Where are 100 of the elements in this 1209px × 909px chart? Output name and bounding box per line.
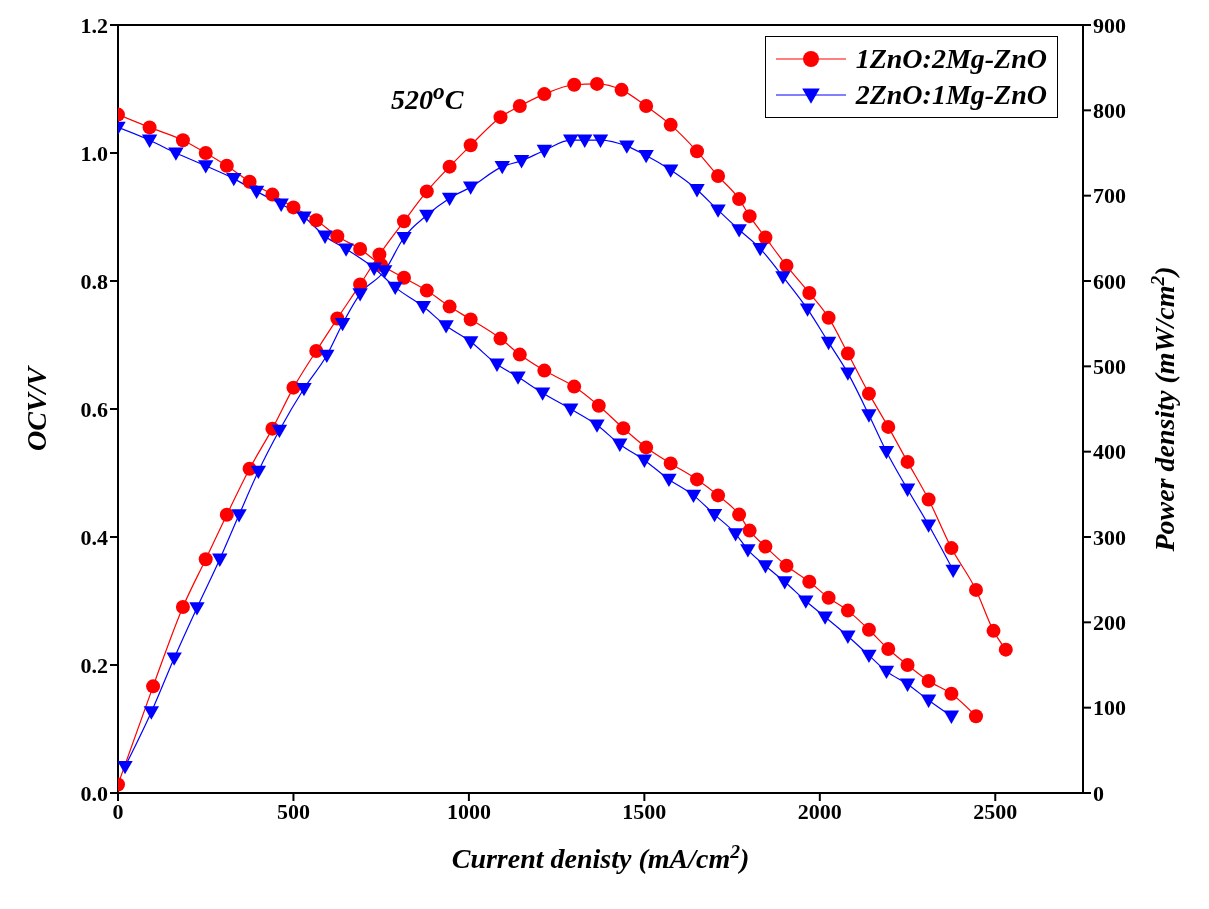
point bbox=[758, 230, 773, 245]
y2-tick-label: 500 bbox=[1093, 354, 1126, 380]
point bbox=[591, 398, 606, 413]
point bbox=[821, 590, 836, 605]
point bbox=[198, 160, 214, 174]
point bbox=[775, 271, 791, 285]
point bbox=[353, 242, 368, 256]
point bbox=[802, 574, 817, 589]
point bbox=[372, 247, 387, 262]
point bbox=[840, 367, 856, 381]
y-tick-label: 1.0 bbox=[80, 140, 108, 166]
point bbox=[146, 679, 161, 694]
point bbox=[118, 760, 133, 775]
point bbox=[489, 358, 505, 372]
point bbox=[536, 144, 553, 159]
point bbox=[802, 285, 817, 300]
point bbox=[219, 158, 234, 173]
point bbox=[286, 200, 301, 215]
point bbox=[226, 173, 242, 187]
point bbox=[512, 347, 527, 362]
point bbox=[840, 346, 855, 361]
point bbox=[419, 283, 434, 298]
point bbox=[690, 144, 704, 159]
point bbox=[779, 558, 794, 573]
point bbox=[752, 242, 768, 257]
point bbox=[840, 603, 855, 618]
point bbox=[742, 523, 757, 538]
point bbox=[998, 642, 1013, 657]
y2-tick-label: 700 bbox=[1093, 183, 1126, 209]
annotation: 520$^{o}$C bbox=[391, 78, 464, 117]
point bbox=[198, 552, 213, 567]
point bbox=[968, 709, 983, 724]
legend-label: 1ZnO:2Mg-ZnO bbox=[855, 43, 1047, 75]
point bbox=[567, 77, 582, 92]
point bbox=[537, 363, 552, 378]
point bbox=[462, 336, 479, 350]
point bbox=[212, 553, 228, 567]
point bbox=[639, 99, 654, 114]
y2-tick-label: 400 bbox=[1093, 439, 1126, 465]
x-tick-label: 1000 bbox=[446, 798, 491, 824]
point bbox=[419, 209, 435, 223]
point bbox=[799, 303, 816, 317]
point bbox=[319, 349, 335, 363]
point bbox=[878, 446, 895, 460]
point bbox=[711, 169, 726, 184]
point bbox=[798, 595, 814, 609]
point bbox=[175, 133, 190, 148]
point bbox=[562, 134, 579, 148]
y2-tick-label: 600 bbox=[1093, 268, 1126, 294]
point bbox=[639, 440, 654, 455]
point bbox=[740, 544, 756, 558]
point bbox=[330, 229, 345, 244]
point bbox=[920, 519, 937, 533]
point bbox=[900, 454, 915, 469]
point bbox=[944, 541, 959, 556]
point bbox=[710, 204, 726, 218]
point bbox=[706, 509, 723, 523]
point bbox=[494, 161, 510, 175]
point bbox=[442, 299, 457, 314]
y-tick-label: 0.0 bbox=[80, 780, 108, 806]
y2-tick-label: 200 bbox=[1093, 610, 1126, 636]
point bbox=[861, 622, 876, 637]
point bbox=[376, 265, 393, 279]
point bbox=[512, 99, 527, 114]
y2-tick-label: 100 bbox=[1093, 695, 1126, 721]
point bbox=[338, 243, 354, 257]
point bbox=[441, 192, 458, 206]
point bbox=[175, 599, 190, 614]
point bbox=[396, 214, 411, 229]
point bbox=[463, 312, 478, 327]
point bbox=[920, 694, 937, 708]
point bbox=[685, 489, 702, 504]
point bbox=[690, 472, 704, 487]
point bbox=[534, 387, 551, 401]
point bbox=[638, 149, 654, 164]
point bbox=[663, 456, 678, 471]
point bbox=[881, 419, 896, 434]
point bbox=[273, 198, 289, 212]
x-tick-label: 2500 bbox=[973, 798, 1018, 824]
point bbox=[821, 310, 836, 325]
point bbox=[296, 382, 312, 397]
point bbox=[619, 140, 635, 154]
point bbox=[589, 419, 605, 433]
point bbox=[945, 564, 961, 578]
point bbox=[899, 483, 916, 497]
point bbox=[248, 185, 265, 200]
y-tick-label: 0.8 bbox=[80, 268, 108, 294]
point bbox=[271, 424, 288, 439]
point bbox=[661, 473, 677, 488]
point bbox=[419, 184, 434, 199]
point bbox=[265, 187, 280, 202]
point bbox=[861, 409, 877, 423]
point bbox=[415, 301, 431, 315]
point bbox=[142, 120, 157, 135]
point bbox=[986, 623, 1001, 638]
point bbox=[231, 509, 247, 523]
x-tick-label: 2000 bbox=[797, 798, 842, 824]
legend-label: 2ZnO:1Mg-ZnO bbox=[855, 79, 1047, 111]
point bbox=[442, 159, 457, 174]
point bbox=[614, 82, 629, 97]
